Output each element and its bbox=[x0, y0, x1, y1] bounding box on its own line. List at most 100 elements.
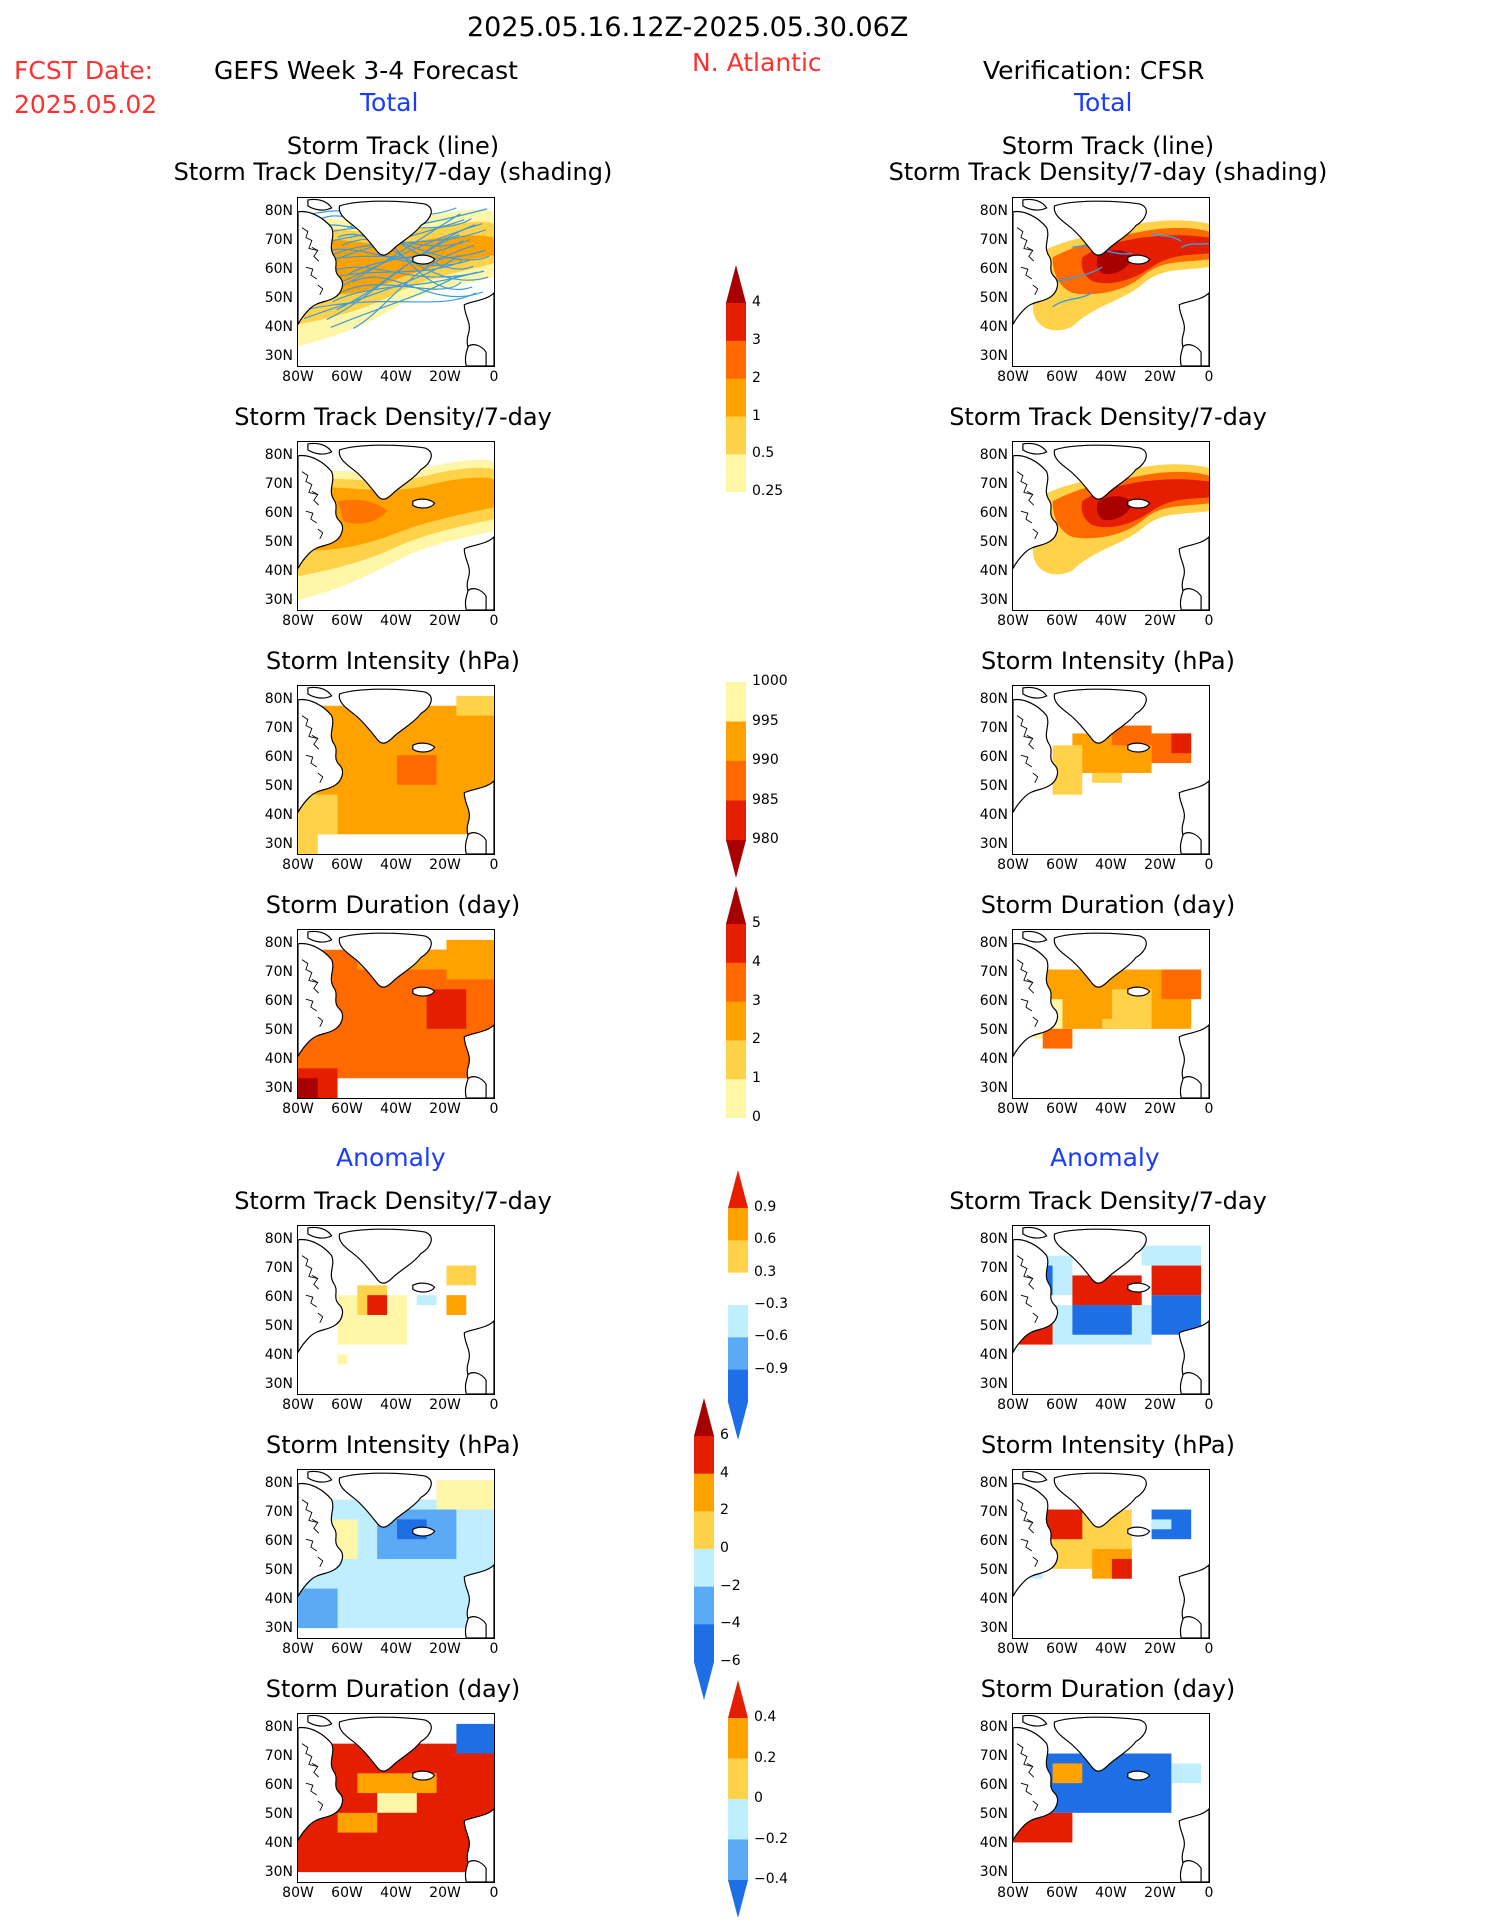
lat-tick-label: 50N bbox=[979, 778, 1008, 794]
colorbar-density-total-label: 2 bbox=[752, 369, 761, 386]
lon-tick-label: 80W bbox=[282, 1397, 314, 1413]
colorbar-duration-anomaly-label: 0.4 bbox=[754, 1709, 777, 1725]
lon-tick-label: 20W bbox=[429, 857, 461, 873]
lat-tick-label: 40N bbox=[979, 1835, 1008, 1851]
lon-tick-label: 20W bbox=[429, 1641, 461, 1657]
colorbar-duration-total-label: 5 bbox=[752, 915, 761, 931]
lat-tick-label: 70N bbox=[264, 232, 293, 248]
lat-tick-label: 60N bbox=[979, 261, 1008, 277]
lon-tick-label: 0 bbox=[1204, 369, 1214, 385]
lon-tick-label: 20W bbox=[1144, 1641, 1176, 1657]
colorbar-density-total-label: 3 bbox=[752, 331, 761, 348]
lon-tick-label: 60W bbox=[331, 1641, 363, 1657]
lat-tick-label: 30N bbox=[979, 836, 1008, 852]
lon-tick-label: 20W bbox=[1144, 857, 1176, 873]
panel-title-duration-anom-l: Storm Duration (day) bbox=[265, 1675, 521, 1703]
lat-tick-label: 50N bbox=[264, 290, 293, 306]
total-label-left: Total bbox=[360, 88, 419, 117]
map-duration-forecast bbox=[297, 929, 495, 1099]
lat-tick-label: 60N bbox=[979, 1533, 1008, 1549]
lon-tick-label: 0 bbox=[489, 857, 499, 873]
lat-tick-label: 30N bbox=[264, 592, 293, 608]
lon-tick-label: 20W bbox=[1144, 613, 1176, 629]
lat-tick-label: 40N bbox=[264, 807, 293, 823]
lat-tick-label: 40N bbox=[264, 1591, 293, 1607]
colorbar-intensity-anomaly-label: 2 bbox=[720, 1502, 729, 1519]
colorbar-duration-total-label: 2 bbox=[752, 1031, 761, 1048]
colorbar-duration-total-label: 4 bbox=[752, 953, 761, 970]
lat-tick-label: 60N bbox=[979, 749, 1008, 765]
map-intensity-anomaly-forecast bbox=[297, 1469, 495, 1639]
lat-tick-label: 80N bbox=[264, 691, 293, 707]
panel-title-density-anom-l: Storm Track Density/7-day bbox=[234, 1187, 552, 1215]
region-title: N. Atlantic bbox=[692, 48, 822, 77]
colorbar-density-total-label: 0.25 bbox=[752, 483, 784, 500]
lon-tick-label: 20W bbox=[1144, 1397, 1176, 1413]
lon-tick-label: 0 bbox=[1204, 1101, 1214, 1117]
colorbar-density-total-label: 4 bbox=[752, 294, 761, 310]
colorbar-duration-anomaly-label: −0.4 bbox=[754, 1871, 788, 1887]
colorbar-duration-anomaly-label: −0.2 bbox=[754, 1830, 788, 1847]
colorbar-density-anomaly-label: −0.9 bbox=[754, 1360, 788, 1377]
lat-tick-label: 40N bbox=[264, 1051, 293, 1067]
lon-tick-label: 40W bbox=[380, 1641, 412, 1657]
lon-tick-label: 60W bbox=[1046, 369, 1078, 385]
panel-title-intensity-anom-r: Storm Intensity (hPa) bbox=[981, 1431, 1235, 1459]
lon-tick-label: 60W bbox=[331, 1885, 363, 1901]
colorbar-density-total-label: 1 bbox=[752, 407, 761, 424]
lon-tick-label: 0 bbox=[1204, 1885, 1214, 1901]
panel-title-duration-r: Storm Duration (day) bbox=[980, 891, 1236, 919]
map-intensity-verification bbox=[1012, 685, 1210, 855]
lat-tick-label: 40N bbox=[264, 319, 293, 335]
lat-tick-label: 40N bbox=[264, 563, 293, 579]
lat-tick-label: 30N bbox=[264, 836, 293, 852]
lat-tick-label: 30N bbox=[264, 1080, 293, 1096]
lat-tick-label: 70N bbox=[979, 1260, 1008, 1276]
colorbar-intensity-total-label: 995 bbox=[752, 712, 779, 729]
lon-tick-label: 0 bbox=[489, 1885, 499, 1901]
panel-title-track-r1: Storm Track (line) bbox=[1001, 132, 1215, 160]
lon-tick-label: 40W bbox=[380, 613, 412, 629]
lat-tick-label: 50N bbox=[264, 1022, 293, 1038]
lon-tick-label: 20W bbox=[1144, 369, 1176, 385]
lon-tick-label: 60W bbox=[1046, 1641, 1078, 1657]
lat-tick-label: 50N bbox=[979, 290, 1008, 306]
lon-tick-label: 40W bbox=[380, 1101, 412, 1117]
lat-tick-label: 70N bbox=[979, 232, 1008, 248]
lat-tick-label: 30N bbox=[979, 1080, 1008, 1096]
map-density-forecast bbox=[297, 441, 495, 611]
lon-tick-label: 80W bbox=[282, 613, 314, 629]
colorbar-duration-total-label: 3 bbox=[752, 992, 761, 1009]
map-intensity-forecast bbox=[297, 685, 495, 855]
lat-tick-label: 50N bbox=[979, 1806, 1008, 1822]
fcst-date-value: 2025.05.02 bbox=[14, 90, 158, 119]
lon-tick-label: 80W bbox=[282, 1101, 314, 1117]
lon-tick-label: 60W bbox=[1046, 1885, 1078, 1901]
lat-tick-label: 80N bbox=[264, 1475, 293, 1491]
colorbar-intensity-total-label: 1000 bbox=[752, 673, 788, 689]
lon-tick-label: 80W bbox=[997, 1101, 1029, 1117]
map-duration-verification bbox=[1012, 929, 1210, 1099]
lon-tick-label: 60W bbox=[1046, 1101, 1078, 1117]
map-density-anomaly-forecast bbox=[297, 1225, 495, 1395]
lat-tick-label: 80N bbox=[979, 1231, 1008, 1247]
lat-tick-label: 60N bbox=[264, 505, 293, 521]
panel-title-density-anom-r: Storm Track Density/7-day bbox=[949, 1187, 1267, 1215]
lon-tick-label: 20W bbox=[1144, 1101, 1176, 1117]
lon-tick-label: 20W bbox=[429, 613, 461, 629]
lat-tick-label: 50N bbox=[264, 1318, 293, 1334]
lon-tick-label: 60W bbox=[331, 857, 363, 873]
lat-tick-label: 60N bbox=[979, 1289, 1008, 1305]
colorbar-density-anomaly-label: −0.6 bbox=[754, 1328, 788, 1345]
lat-tick-label: 70N bbox=[979, 1748, 1008, 1764]
colorbar-intensity-anomaly-label: 6 bbox=[720, 1427, 729, 1443]
lat-tick-label: 30N bbox=[264, 1376, 293, 1392]
lon-tick-label: 40W bbox=[1095, 1885, 1127, 1901]
lat-tick-label: 80N bbox=[979, 935, 1008, 951]
lon-tick-label: 0 bbox=[489, 1397, 499, 1413]
colorbar-intensity-anomaly-label: −2 bbox=[720, 1577, 741, 1594]
lat-tick-label: 60N bbox=[979, 993, 1008, 1009]
lat-tick-label: 70N bbox=[979, 1504, 1008, 1520]
lon-tick-label: 60W bbox=[331, 1101, 363, 1117]
lon-tick-label: 40W bbox=[1095, 369, 1127, 385]
